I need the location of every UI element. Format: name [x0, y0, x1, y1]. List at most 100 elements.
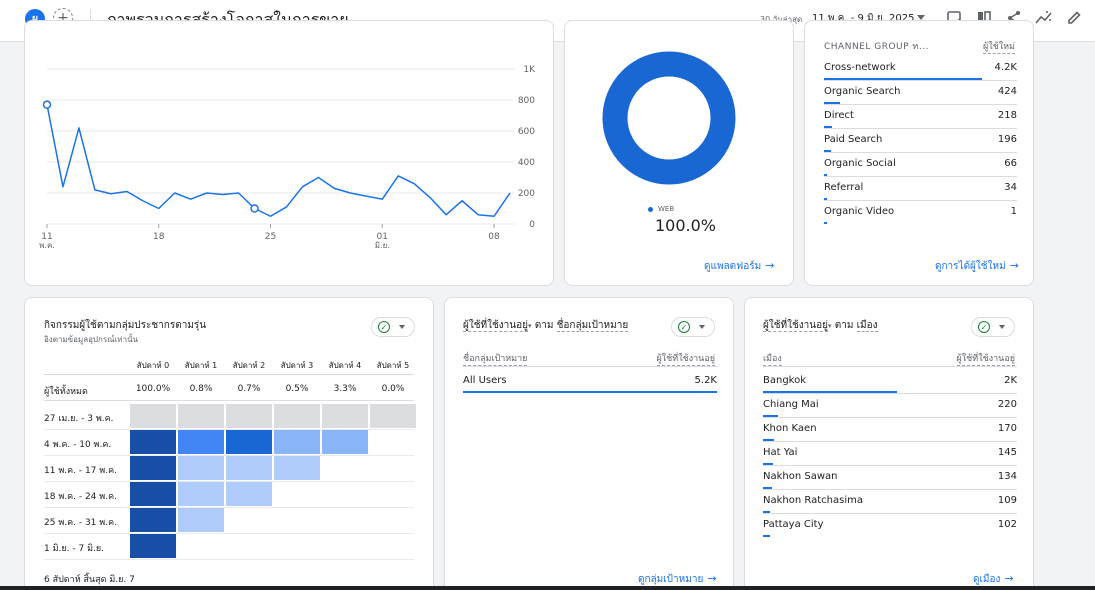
view-audiences-link[interactable]: ดูกลุ่มเป้าหมาย →	[638, 572, 717, 587]
row-divider	[763, 441, 1017, 442]
cohort-cell[interactable]	[370, 404, 416, 428]
cohort-cell[interactable]	[226, 456, 272, 480]
cohort-cell[interactable]	[130, 508, 176, 532]
data-point[interactable]	[364, 194, 368, 198]
share-bar	[824, 198, 827, 200]
cohort-cell[interactable]	[130, 456, 176, 480]
data-point[interactable]	[189, 197, 193, 201]
cohort-cell[interactable]	[274, 456, 320, 480]
data-point[interactable]	[61, 185, 65, 189]
cohort-cell[interactable]	[178, 430, 224, 454]
cohort-filter-button[interactable]: ✓	[371, 317, 415, 337]
data-point[interactable]	[93, 188, 97, 192]
data-point[interactable]	[221, 193, 225, 197]
date-range-dates[interactable]: 11 พ.ค. - 9 มิ.ย. 2025	[812, 13, 915, 24]
data-point[interactable]	[269, 214, 273, 218]
audience-filter-button[interactable]: ✓	[671, 317, 715, 337]
audience-col-header[interactable]: ชื่อกลุ่มเป้าหมาย	[463, 351, 528, 366]
channel-row[interactable]: Paid Search 196	[805, 129, 1033, 153]
data-point[interactable]	[157, 207, 161, 211]
data-point[interactable]	[508, 191, 512, 195]
cohort-cell[interactable]	[178, 456, 224, 480]
cohort-cell[interactable]	[274, 430, 320, 454]
data-point[interactable]	[284, 205, 288, 209]
cohort-cell[interactable]	[130, 534, 176, 558]
data-point[interactable]	[428, 196, 432, 200]
data-point[interactable]	[476, 213, 480, 217]
channel-row[interactable]: Cross-network 4.2K	[805, 57, 1033, 81]
city-row[interactable]: Hat Yai 145	[745, 442, 1033, 466]
cohort-cell[interactable]	[130, 482, 176, 506]
city-col-header[interactable]: เมือง	[763, 351, 782, 366]
series-line[interactable]	[46, 104, 511, 217]
data-point[interactable]	[109, 192, 113, 196]
city-row[interactable]: Chiang Mai 220	[745, 394, 1033, 418]
data-point[interactable]	[77, 126, 81, 130]
metric-dropdown-icon[interactable]: ▾	[528, 322, 532, 330]
channel-row[interactable]: Direct 218	[805, 105, 1033, 129]
dimension-selector[interactable]: เมือง	[856, 320, 878, 332]
active-users-col-header[interactable]: ผู้ใช้ที่ใช้งานอยู่	[956, 351, 1015, 366]
metric-selector[interactable]: ผู้ใช้ที่ใช้งานอยู่	[463, 320, 528, 332]
city-row[interactable]: Bangkok 2K	[745, 370, 1033, 394]
city-row[interactable]: Khon Kaen 170	[745, 418, 1033, 442]
data-point[interactable]	[42, 100, 52, 109]
metric-selector[interactable]: ผู้ใช้ที่ใช้งานอยู่	[763, 320, 828, 332]
data-point[interactable]	[380, 197, 384, 201]
city-row[interactable]: Nakhon Ratchasima 109	[745, 490, 1033, 514]
cohort-cell[interactable]	[178, 482, 224, 506]
date-range-chevron-down-icon[interactable]	[917, 15, 925, 20]
cohort-cell[interactable]	[178, 508, 224, 532]
channel-row[interactable]: Organic Search 424	[805, 81, 1033, 105]
data-point[interactable]	[141, 199, 145, 203]
all-users-value: 3.3%	[333, 384, 357, 394]
channel-row-name: Cross-network	[824, 62, 896, 73]
new-users-col-header[interactable]: ผู้ใช้ใหม่	[982, 39, 1015, 54]
data-point[interactable]	[412, 182, 416, 186]
view-platforms-link[interactable]: ดูแพลตฟอร์ม →	[704, 259, 774, 274]
channel-col-header[interactable]: CHANNEL GROUP ท...	[824, 42, 929, 52]
data-point[interactable]	[300, 185, 304, 189]
cohort-cell[interactable]	[226, 404, 272, 428]
donut-slice-web[interactable]	[602, 51, 736, 185]
cohort-cell[interactable]	[226, 482, 272, 506]
insights-button[interactable]	[1034, 8, 1054, 28]
city-row[interactable]: Nakhon Sawan 134	[745, 466, 1033, 490]
data-point[interactable]	[205, 191, 209, 195]
view-acquisition-link[interactable]: ดูการได้ผู้ใช้ใหม่ →	[935, 259, 1019, 274]
audience-row[interactable]: All Users 5.2K	[445, 370, 733, 394]
cohort-cell[interactable]	[322, 430, 368, 454]
edit-button[interactable]	[1064, 8, 1084, 28]
cohort-cell[interactable]	[130, 404, 176, 428]
share-bar	[824, 102, 840, 104]
data-point[interactable]	[316, 176, 320, 180]
city-filter-button[interactable]: ✓	[971, 317, 1015, 337]
channel-row-value: 34	[1004, 182, 1017, 193]
view-cities-link[interactable]: ดูเมือง →	[973, 572, 1014, 587]
channel-row[interactable]: Organic Social 66	[805, 153, 1033, 177]
data-point[interactable]	[460, 199, 464, 203]
cohort-cell[interactable]	[130, 430, 176, 454]
data-point[interactable]	[348, 191, 352, 195]
cohort-cell[interactable]	[178, 404, 224, 428]
channel-row[interactable]: Organic Video 1	[805, 201, 1033, 225]
data-point[interactable]	[332, 186, 336, 190]
city-row[interactable]: Pattaya City 102	[745, 514, 1033, 538]
metric-dropdown-icon[interactable]: ▾	[828, 322, 832, 330]
dimension-selector[interactable]: ชื่อกลุ่มเป้าหมาย	[556, 320, 629, 332]
cohort-cell[interactable]	[274, 404, 320, 428]
data-point[interactable]	[250, 204, 259, 213]
channel-row-value: 4.2K	[994, 62, 1017, 73]
data-point[interactable]	[444, 213, 448, 217]
data-point[interactable]	[396, 174, 400, 178]
data-point[interactable]	[125, 189, 129, 193]
date-range-label[interactable]: 30 วันล่าสุด	[760, 13, 802, 26]
channel-row[interactable]: Referral 34	[805, 177, 1033, 201]
data-point[interactable]	[492, 214, 496, 218]
data-point[interactable]	[237, 191, 241, 195]
active-users-col-header[interactable]: ผู้ใช้ที่ใช้งานอยู่	[656, 351, 715, 366]
data-point[interactable]	[173, 191, 177, 195]
cohort-cell[interactable]	[322, 404, 368, 428]
city-row-value: 102	[997, 519, 1017, 530]
cohort-cell[interactable]	[226, 430, 272, 454]
